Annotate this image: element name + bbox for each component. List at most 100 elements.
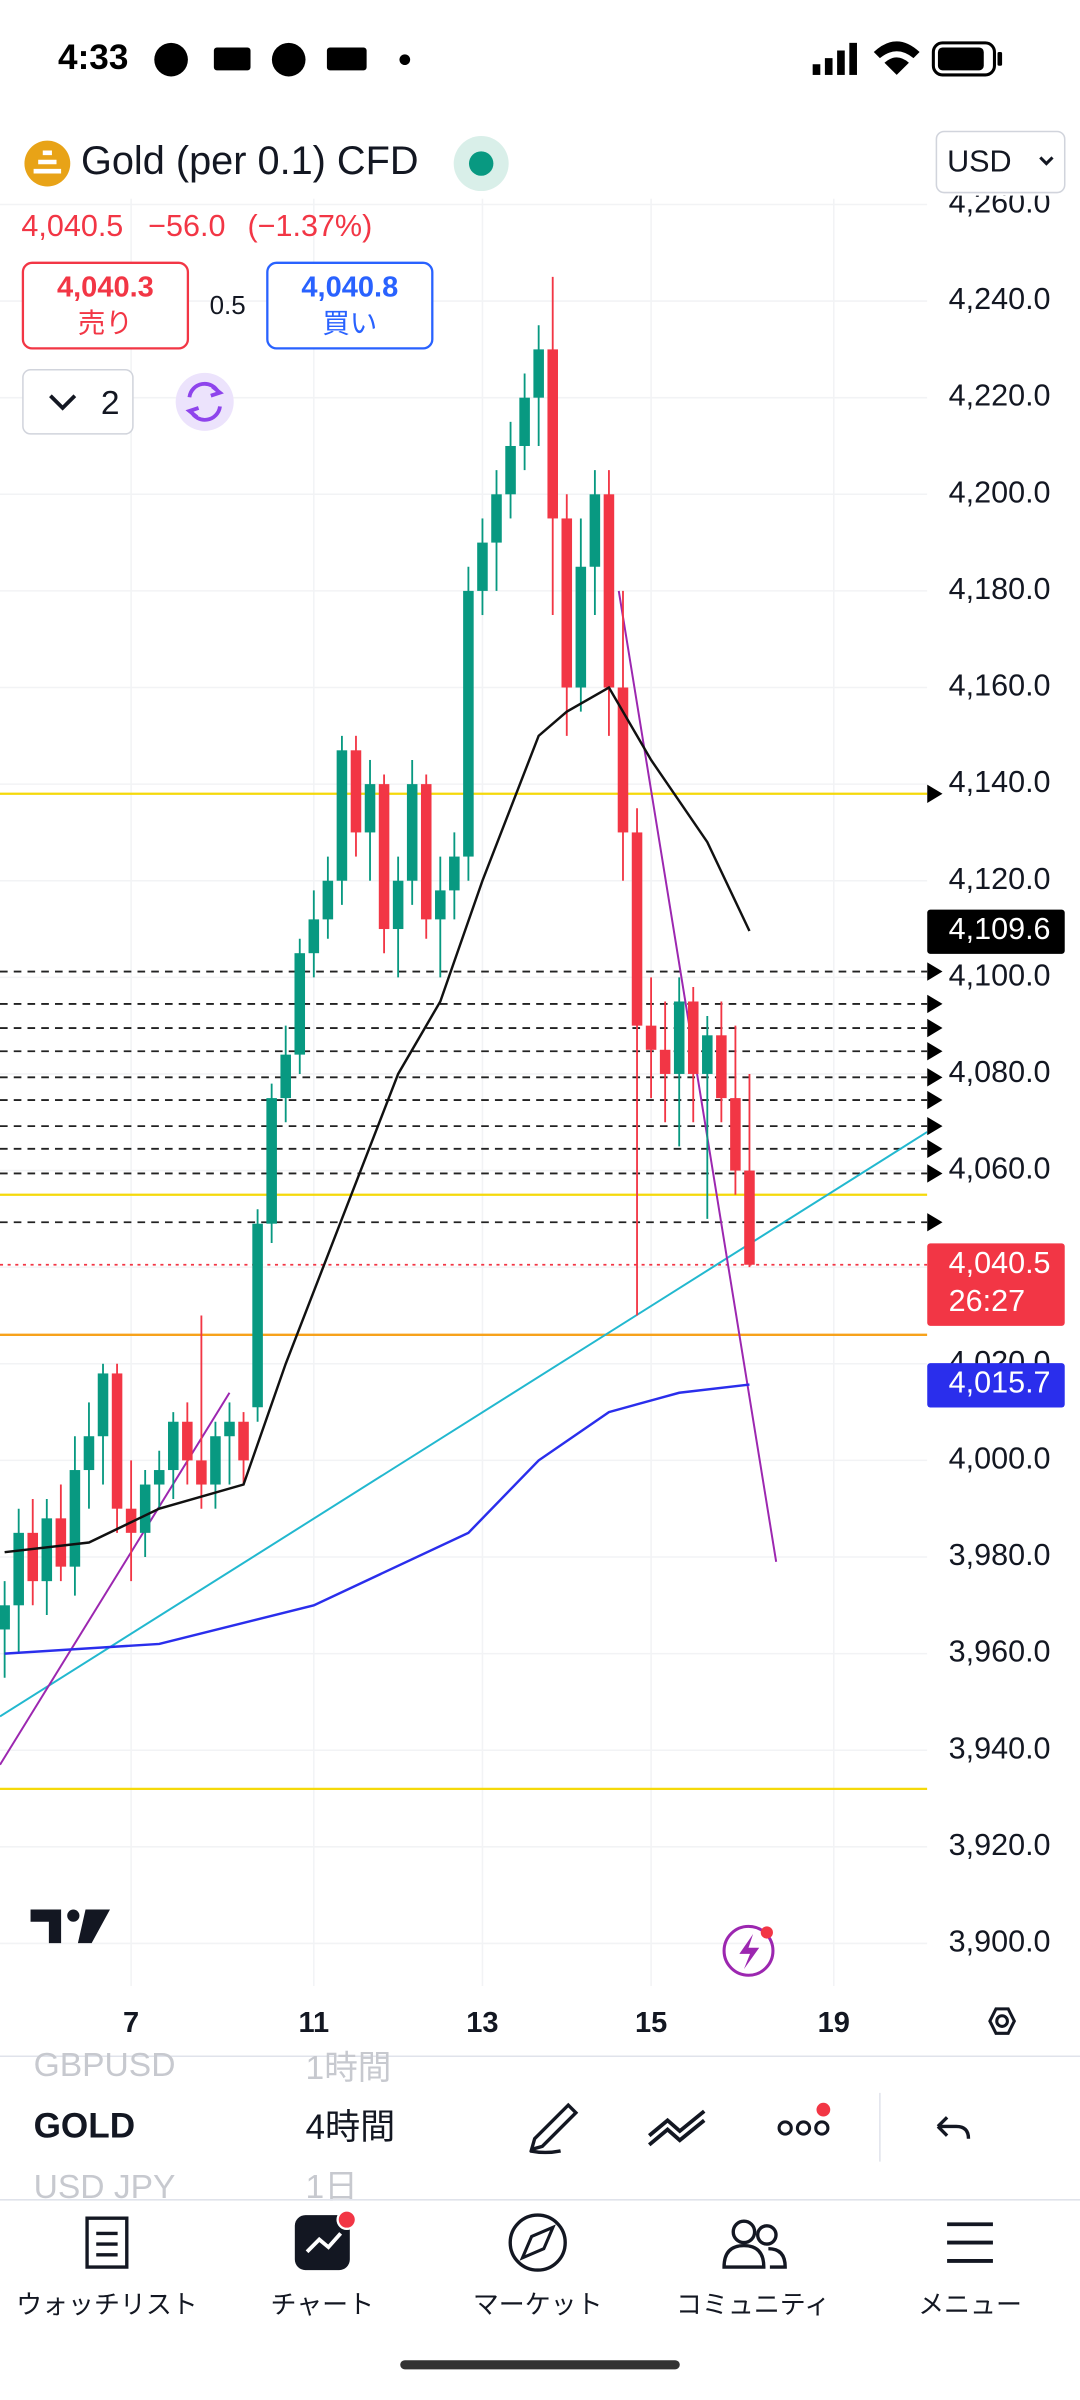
x-tick-label: 19 xyxy=(818,2007,850,2039)
settings-button[interactable] xyxy=(988,2007,1017,2035)
candle-body xyxy=(238,1421,249,1461)
candle-body xyxy=(687,1001,699,1074)
sell-button[interactable]: 4,040.3 売り xyxy=(21,261,190,350)
flash-button-part[interactable] xyxy=(739,1934,760,1970)
candle-body xyxy=(716,1035,727,1099)
tab-label[interactable]: コミュニティ xyxy=(676,2290,830,2320)
refresh-button[interactable] xyxy=(175,372,234,431)
candle-body xyxy=(603,494,615,688)
price-badge xyxy=(927,1243,1065,1326)
sell-label[interactable]: 売り xyxy=(78,308,133,339)
draw-tool-part[interactable] xyxy=(529,2102,579,2155)
candle-body xyxy=(280,1054,291,1099)
y-tick-label: 4,080.0 xyxy=(949,1055,1051,1089)
sell-button-part[interactable] xyxy=(21,261,190,350)
symbol-name[interactable]: Gold (per 0.1) CFD xyxy=(81,139,419,183)
buy-label[interactable]: 買い xyxy=(322,308,377,339)
candle-body xyxy=(463,590,474,857)
level-marker xyxy=(927,962,943,981)
flash-button-part[interactable] xyxy=(722,1924,775,1977)
layout-dropdown-part[interactable] xyxy=(22,368,134,435)
y-tick-label: 3,960.0 xyxy=(949,1635,1051,1669)
buy-button-part[interactable] xyxy=(266,261,434,350)
price-badge-label: 4,109.6 xyxy=(949,912,1051,946)
settings-button-part[interactable] xyxy=(988,2007,1017,2035)
tab-label[interactable]: メニュー xyxy=(918,2290,1022,2320)
status-icons-part xyxy=(997,52,1003,66)
status-icons xyxy=(154,41,1003,77)
tab-community-part[interactable] xyxy=(755,2224,778,2246)
tab-chart-part[interactable] xyxy=(336,2209,358,2230)
line-tool[interactable] xyxy=(647,2109,706,2147)
symbol-list[interactable]: GBPUSD GOLD USD JPY xyxy=(34,2047,176,2206)
layout-count[interactable]: 2 xyxy=(101,385,120,422)
tab-community-part[interactable] xyxy=(722,2243,787,2269)
price-badge-countdown: 26:27 xyxy=(949,1284,1025,1318)
y-tick-label: 4,160.0 xyxy=(949,669,1051,703)
status-icons-part xyxy=(937,47,984,71)
symbol-item[interactable]: GOLD xyxy=(34,2106,135,2145)
price-change: −56.0 xyxy=(148,209,225,243)
x-tick-label: 13 xyxy=(466,2007,498,2039)
tab-label[interactable]: チャート xyxy=(271,2290,375,2320)
candle-body xyxy=(364,784,376,833)
level-marker xyxy=(927,1213,943,1232)
undo-button-part[interactable] xyxy=(936,2116,971,2139)
symbol-item[interactable]: GBPUSD xyxy=(34,2047,176,2084)
settings-button-part[interactable] xyxy=(995,2014,1009,2028)
more-button[interactable] xyxy=(777,2102,831,2136)
more-button-part[interactable] xyxy=(795,2120,812,2136)
candle-body xyxy=(55,1518,67,1567)
candle-body xyxy=(744,1170,755,1265)
sell-price[interactable]: 4,040.3 xyxy=(57,271,154,303)
candle-body xyxy=(519,397,530,446)
candle-body xyxy=(69,1470,81,1567)
flash-button-part[interactable] xyxy=(760,1926,773,1939)
status-bar: 4:33 xyxy=(58,38,1003,77)
tab-bar: ウォッチリスト チャート マーケット コミュニティ メニュー xyxy=(0,2199,1080,2370)
y-tick-label: 4,100.0 xyxy=(949,958,1051,992)
more-button-part[interactable] xyxy=(777,2120,793,2136)
tab-market-part[interactable] xyxy=(508,2213,567,2272)
tab-chart[interactable]: チャート xyxy=(271,2209,375,2320)
tab-market[interactable]: マーケット xyxy=(473,2213,603,2320)
tab-menu-part[interactable] xyxy=(947,2222,993,2263)
price-badge xyxy=(927,1363,1065,1408)
draw-tool[interactable] xyxy=(529,2102,579,2155)
currency-button-part[interactable] xyxy=(935,130,1066,194)
currency-button[interactable]: USD xyxy=(935,130,1066,194)
interval-item[interactable]: 4時間 xyxy=(306,2108,396,2147)
refresh-button-part[interactable] xyxy=(185,385,224,419)
currency[interactable]: USD xyxy=(947,145,1012,179)
interval-item[interactable]: 1時間 xyxy=(306,2050,392,2087)
tab-chart-part[interactable] xyxy=(305,2232,343,2254)
more-button-part[interactable] xyxy=(816,2102,831,2117)
undo-button[interactable] xyxy=(936,2116,971,2139)
line-tool-part[interactable] xyxy=(647,2109,706,2147)
layout-dropdown-part[interactable] xyxy=(49,394,77,411)
tab-label[interactable]: ウォッチリスト xyxy=(16,2290,198,2320)
candle-body xyxy=(125,1508,137,1533)
tab-watchlist[interactable]: ウォッチリスト xyxy=(16,2216,198,2320)
tab-label[interactable]: マーケット xyxy=(473,2290,603,2320)
y-tick-label: 4,000.0 xyxy=(949,1441,1051,1475)
tab-community-part[interactable] xyxy=(731,2219,757,2245)
tab-menu[interactable]: メニュー xyxy=(918,2222,1022,2320)
currency-button-part[interactable] xyxy=(1039,156,1054,166)
candle-body xyxy=(435,890,446,920)
refresh-button-part[interactable] xyxy=(175,372,234,431)
more-button-part[interactable] xyxy=(814,2120,830,2136)
tab-market-part[interactable] xyxy=(519,2224,556,2261)
y-tick-label: 3,980.0 xyxy=(949,1538,1051,1572)
buy-button[interactable]: 4,040.8 買い xyxy=(266,261,434,350)
tv-logo-part xyxy=(77,1909,110,1944)
layout-dropdown[interactable]: 2 xyxy=(22,368,134,435)
tab-community[interactable]: コミュニティ xyxy=(676,2219,830,2320)
buy-price[interactable]: 4,040.8 xyxy=(301,271,398,303)
tab-watchlist-part[interactable] xyxy=(85,2216,129,2269)
candle-body xyxy=(491,494,502,543)
price-change-pct: (−1.37%) xyxy=(247,209,372,243)
flash-button[interactable] xyxy=(722,1924,775,1977)
level-marker xyxy=(927,994,943,1014)
